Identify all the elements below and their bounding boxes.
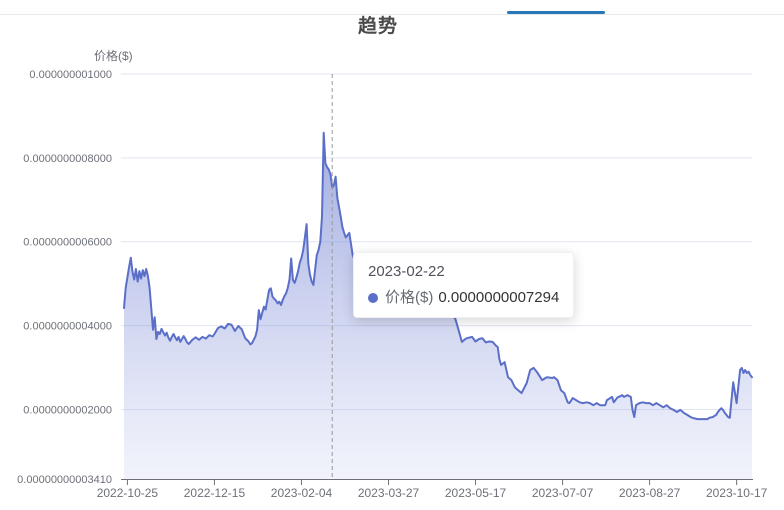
active-tab-indicator[interactable] [507,11,605,14]
y-axis-tick-label: 0.0000000002000 [23,404,112,416]
y-axis-tick-label: 0.0000000008000 [23,153,112,165]
x-axis-tick-label: 2023-08-27 [619,486,681,500]
x-axis-tick-label: 2023-02-04 [271,486,333,500]
chart-tooltip: 2023-02-22 价格($) 0.0000000007294 [353,252,575,318]
price-area [124,132,752,479]
tooltip-date: 2023-02-22 [368,263,445,280]
y-axis-tick-label: 0.00000000003410 [17,474,112,486]
y-axis-tick-label: 0.0000000006000 [23,237,112,249]
series-marker-dot-icon [368,292,378,303]
y-axis-tick-label: 0.000000001000 [29,69,112,81]
x-axis-tick-label: 2023-05-17 [445,486,507,500]
y-axis-name: 价格($) [94,49,133,63]
x-axis-tick-label: 2023-03-27 [358,486,420,500]
chart-title: 趋势 [357,16,398,37]
x-axis-tick-label: 2022-12-15 [184,486,246,500]
tab-bar [0,0,784,15]
tooltip-series-label: 价格($) [385,289,434,306]
x-axis-tick-label: 2022-10-25 [97,486,159,500]
x-axis-tick-label: 2023-07-07 [532,486,594,500]
x-axis-tick-label: 2023-10-17 [706,486,768,500]
y-axis-tick-label: 0.0000000004000 [23,321,112,333]
tooltip-value: 0.0000000007294 [438,289,560,306]
axis-layer: 0.00000000003410 0.0000000002000 0.0000000… [17,69,767,500]
